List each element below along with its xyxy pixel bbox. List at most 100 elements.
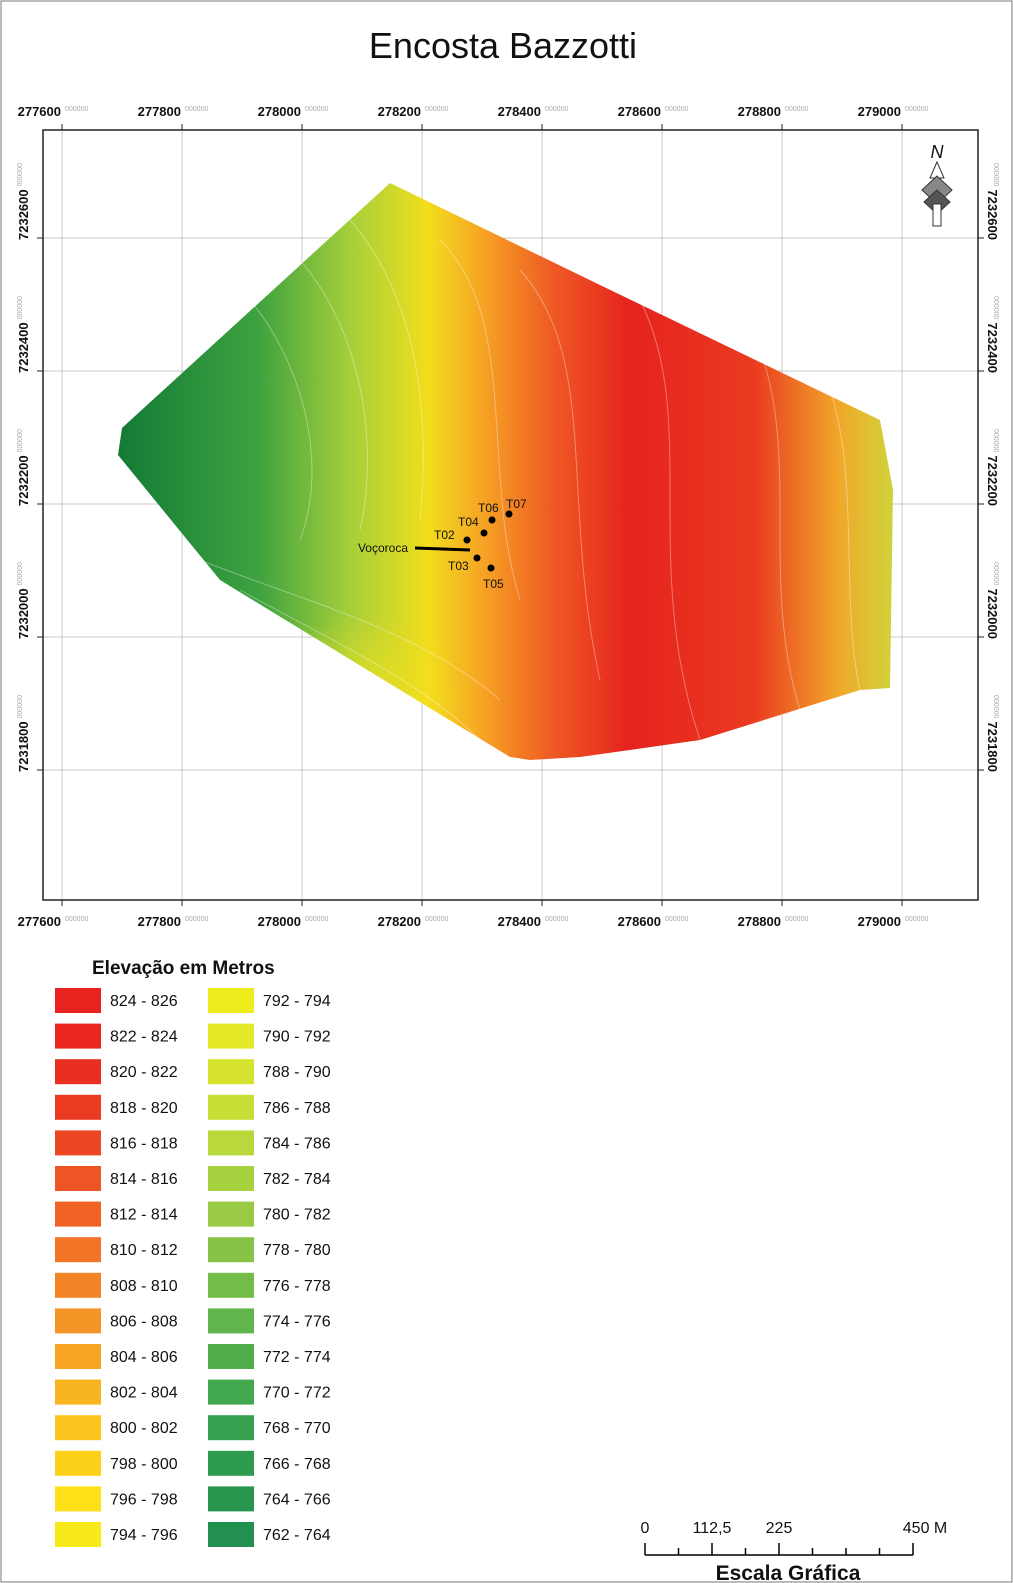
legend-swatch xyxy=(208,1237,254,1262)
y-tick-suffix: 000000 xyxy=(992,695,999,718)
legend-swatch xyxy=(208,1380,254,1405)
legend-label: 814 - 816 xyxy=(110,1171,178,1188)
x-tick-label: 277800 xyxy=(138,914,181,929)
y-tick-suffix: 000000 xyxy=(17,695,24,718)
legend-swatch xyxy=(55,1237,101,1262)
legend-label: 796 - 798 xyxy=(110,1491,178,1508)
x-tick-suffix: 000000 xyxy=(665,106,688,113)
x-tick-suffix: 000000 xyxy=(545,916,568,923)
x-tick-label: 278800 xyxy=(738,914,781,929)
sample-point xyxy=(481,530,488,537)
y-tick-label: 7231800 xyxy=(985,721,1000,772)
legend-label: 778 - 780 xyxy=(263,1242,331,1259)
x-tick-suffix: 000000 xyxy=(65,916,88,923)
x-tick-label: 279000 xyxy=(858,914,901,929)
scale-label: 0 xyxy=(641,1520,650,1537)
legend-swatch xyxy=(208,1095,254,1120)
x-tick-suffix: 000000 xyxy=(65,106,88,113)
north-arrow: N xyxy=(922,142,952,226)
x-tick-suffix: 000000 xyxy=(425,916,448,923)
y-tick-label: 7232000 xyxy=(985,588,1000,639)
map-page: Encosta Bazzotti 27760000000027760000000… xyxy=(0,0,1013,1583)
north-arrow-tail xyxy=(933,204,941,226)
scale-title: Escala Gráfica xyxy=(716,1562,861,1583)
legend-label: 764 - 766 xyxy=(263,1491,331,1508)
y-tick-suffix: 000000 xyxy=(992,296,999,319)
legend-label: 798 - 800 xyxy=(110,1456,178,1473)
x-tick-suffix: 000000 xyxy=(305,916,328,923)
legend-swatch xyxy=(55,1486,101,1511)
x-tick-label: 277600 xyxy=(18,914,61,929)
x-tick-suffix: 000000 xyxy=(665,916,688,923)
legend-label: 770 - 772 xyxy=(263,1385,331,1402)
legend-label: 804 - 806 xyxy=(110,1349,178,1366)
y-tick-suffix: 000000 xyxy=(992,562,999,585)
x-tick-label: 278600 xyxy=(618,104,661,119)
sample-point xyxy=(506,511,513,518)
scale-label: 225 xyxy=(766,1520,793,1537)
x-tick-suffix: 000000 xyxy=(785,916,808,923)
x-tick-label: 278400 xyxy=(498,914,541,929)
legend-swatch xyxy=(55,1522,101,1547)
x-tick-suffix: 000000 xyxy=(185,106,208,113)
scale-label: 450 M xyxy=(903,1520,947,1537)
x-tick-label: 277800 xyxy=(138,104,181,119)
sample-label: T03 xyxy=(448,559,469,573)
legend-label: 782 - 784 xyxy=(263,1171,331,1188)
sample-label: T06 xyxy=(478,501,499,515)
legend-swatch xyxy=(55,1024,101,1049)
sample-label: T07 xyxy=(506,497,527,511)
legend-swatch xyxy=(208,1344,254,1369)
x-tick-label: 278000 xyxy=(258,104,301,119)
sample-label: T02 xyxy=(434,528,455,542)
legend-label: 786 - 788 xyxy=(263,1100,331,1117)
x-tick-suffix: 000000 xyxy=(905,106,928,113)
north-label: N xyxy=(931,142,945,162)
legend-swatch xyxy=(55,1308,101,1333)
legend-swatch xyxy=(55,1380,101,1405)
legend-label: 766 - 768 xyxy=(263,1456,331,1473)
legend-swatch xyxy=(208,1451,254,1476)
legend-swatch xyxy=(208,988,254,1013)
x-tick-label: 278600 xyxy=(618,914,661,929)
y-tick-suffix: 000000 xyxy=(17,429,24,452)
legend-label: 800 - 802 xyxy=(110,1420,178,1437)
legend-label: 810 - 812 xyxy=(110,1242,178,1259)
gully-line xyxy=(415,548,470,550)
sample-point xyxy=(488,565,495,572)
scale-label: 112,5 xyxy=(693,1520,732,1537)
x-tick-suffix: 000000 xyxy=(425,106,448,113)
legend-swatch xyxy=(55,1415,101,1440)
legend-label: 784 - 786 xyxy=(263,1135,331,1152)
map-title: Encosta Bazzotti xyxy=(369,25,637,66)
x-tick-suffix: 000000 xyxy=(185,916,208,923)
legend-swatch xyxy=(208,1166,254,1191)
legend-label: 792 - 794 xyxy=(263,993,331,1010)
legend-swatch xyxy=(55,1451,101,1476)
legend-swatch xyxy=(55,1059,101,1084)
y-tick-suffix: 000000 xyxy=(992,163,999,186)
x-tick-suffix: 000000 xyxy=(785,106,808,113)
legend-label: 772 - 774 xyxy=(263,1349,331,1366)
legend-label: 790 - 792 xyxy=(263,1029,331,1046)
legend-swatch xyxy=(208,1024,254,1049)
y-tick-label: 7232600 xyxy=(16,189,31,240)
sample-point xyxy=(464,537,471,544)
y-tick-suffix: 000000 xyxy=(992,429,999,452)
x-tick-suffix: 000000 xyxy=(905,916,928,923)
y-tick-suffix: 000000 xyxy=(17,296,24,319)
legend-label: 820 - 822 xyxy=(110,1064,178,1081)
legend-label: 776 - 778 xyxy=(263,1278,331,1295)
y-tick-label: 7232000 xyxy=(16,588,31,639)
legend-label: 802 - 804 xyxy=(110,1385,178,1402)
gully-label: Voçoroca xyxy=(358,541,408,555)
legend-swatch xyxy=(55,1344,101,1369)
y-tick-label: 7232400 xyxy=(985,322,1000,373)
x-tick-suffix: 000000 xyxy=(305,106,328,113)
sample-label: T05 xyxy=(483,577,504,591)
sample-label: T04 xyxy=(458,515,479,529)
y-tick-label: 7232200 xyxy=(16,455,31,506)
legend-swatch xyxy=(55,1095,101,1120)
y-tick-suffix: 000000 xyxy=(17,562,24,585)
legend-swatch xyxy=(208,1415,254,1440)
